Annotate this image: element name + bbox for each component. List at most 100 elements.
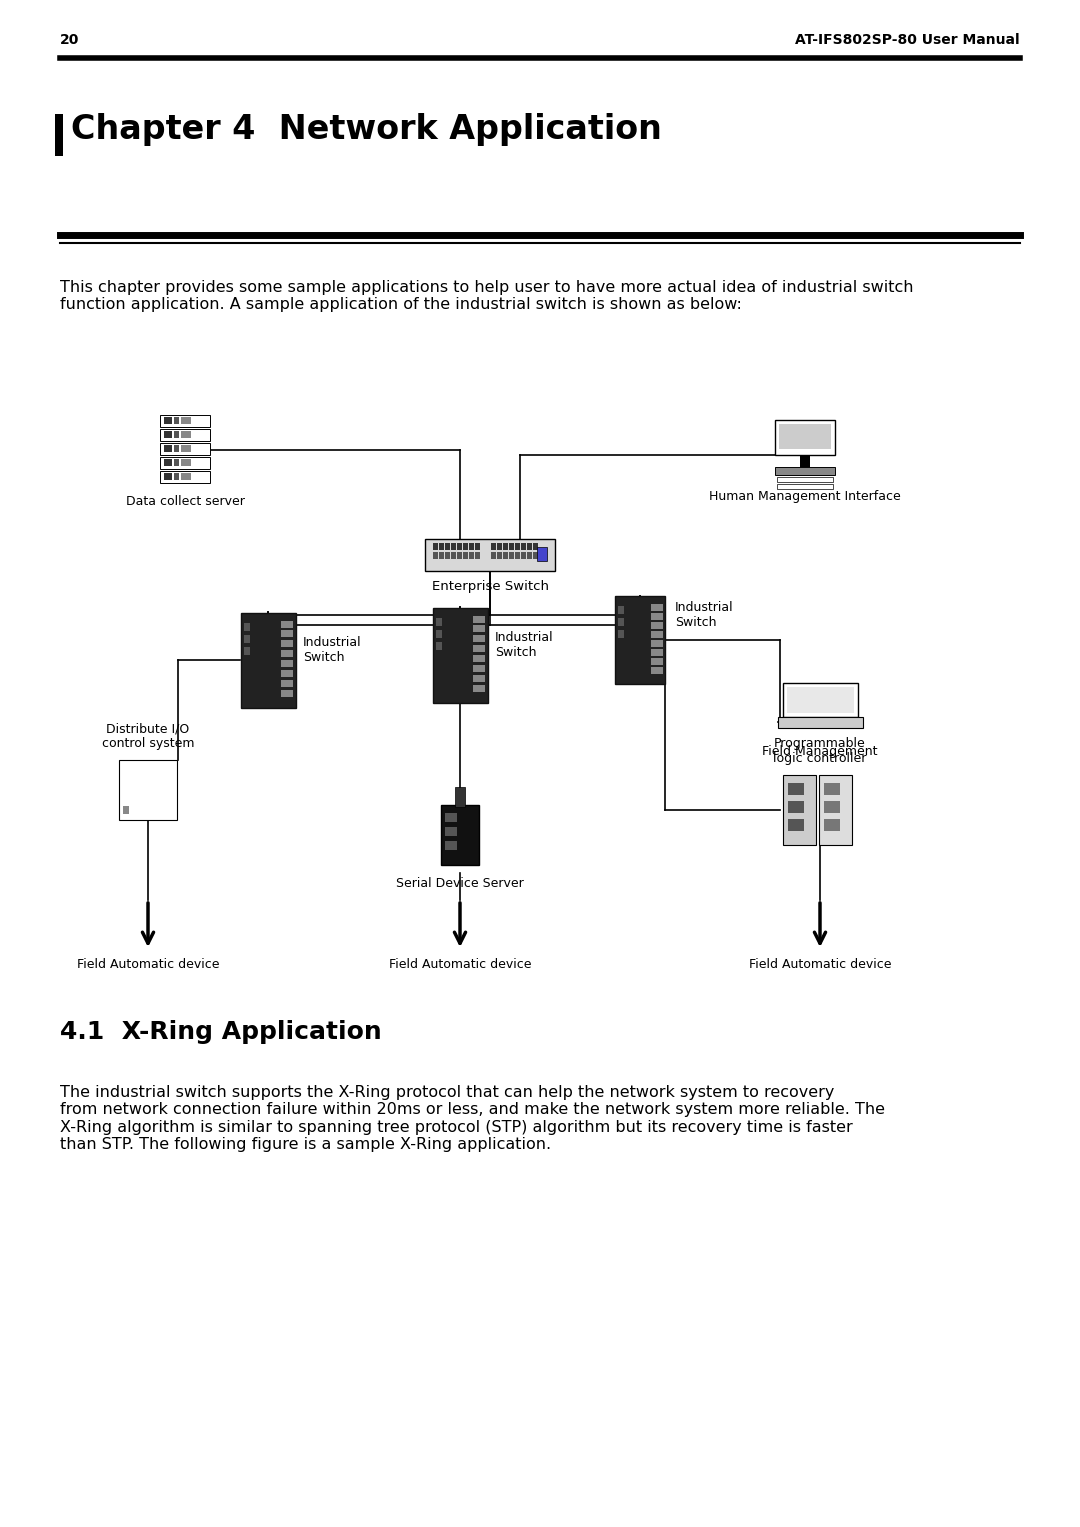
Bar — [473, 615, 485, 623]
Bar — [473, 644, 485, 652]
Text: 4.1  X-Ring Application: 4.1 X-Ring Application — [60, 1020, 381, 1044]
Bar — [503, 544, 508, 550]
Bar — [509, 551, 514, 559]
Bar — [521, 551, 526, 559]
Text: Human Management Interface: Human Management Interface — [710, 490, 901, 502]
Bar — [819, 776, 852, 844]
Bar — [244, 623, 249, 631]
Bar — [473, 675, 485, 683]
Bar — [244, 635, 249, 643]
Bar — [651, 658, 663, 664]
Bar — [618, 618, 624, 626]
Bar — [281, 680, 293, 687]
Bar — [651, 631, 663, 638]
Text: Field Automatic device: Field Automatic device — [77, 957, 219, 971]
Bar — [787, 687, 854, 713]
Text: Programmable
logic controller: Programmable logic controller — [773, 738, 866, 765]
Bar — [160, 429, 210, 441]
Bar — [281, 651, 293, 657]
Bar — [475, 551, 480, 559]
Bar — [281, 640, 293, 647]
Text: AT-IFS802SP-80 User Manual: AT-IFS802SP-80 User Manual — [795, 34, 1020, 47]
Text: Serial Device Server: Serial Device Server — [396, 876, 524, 890]
Bar — [281, 631, 293, 637]
Bar — [438, 544, 444, 550]
Bar — [164, 431, 172, 438]
Bar — [497, 544, 502, 550]
Text: Industrial
Switch: Industrial Switch — [303, 637, 362, 664]
Bar — [618, 606, 624, 614]
Bar — [651, 649, 663, 657]
Bar — [457, 544, 462, 550]
Bar — [491, 544, 496, 550]
Text: Enterprise Switch: Enterprise Switch — [432, 580, 549, 592]
Bar — [473, 655, 485, 663]
Bar — [475, 544, 480, 550]
Bar — [445, 544, 450, 550]
Bar — [174, 417, 179, 425]
Bar — [244, 647, 249, 655]
Bar — [281, 670, 293, 676]
Bar — [281, 660, 293, 667]
Bar — [181, 460, 191, 466]
Bar — [534, 551, 538, 559]
Bar — [777, 476, 833, 483]
Bar — [527, 551, 532, 559]
Bar — [164, 417, 172, 425]
Bar — [515, 544, 519, 550]
Bar — [433, 551, 438, 559]
Bar — [436, 641, 442, 651]
Bar — [451, 551, 456, 559]
Text: Distribute I/O
control system: Distribute I/O control system — [102, 722, 194, 750]
Bar — [164, 444, 172, 452]
Bar — [515, 551, 519, 559]
Bar — [281, 621, 293, 628]
Bar — [445, 841, 457, 851]
Text: Field Automatic device: Field Automatic device — [389, 957, 531, 971]
Bar — [473, 664, 485, 672]
Bar — [181, 444, 191, 452]
Bar — [241, 612, 296, 709]
Text: Field Management: Field Management — [762, 745, 878, 757]
Bar — [473, 686, 485, 692]
Text: Data collect server: Data collect server — [125, 495, 244, 508]
Bar — [473, 635, 485, 641]
Bar — [463, 551, 468, 559]
Bar — [783, 776, 816, 844]
Bar — [778, 718, 863, 728]
Bar — [469, 544, 474, 550]
Text: Chapter 4  Network Application: Chapter 4 Network Application — [71, 113, 662, 147]
Bar — [618, 631, 624, 638]
Bar — [445, 828, 457, 835]
Bar — [473, 625, 485, 632]
Bar — [181, 417, 191, 425]
Bar — [445, 551, 450, 559]
Bar — [521, 544, 526, 550]
Bar — [788, 818, 804, 831]
Bar — [174, 444, 179, 452]
Bar — [651, 621, 663, 629]
Bar — [509, 544, 514, 550]
Bar — [160, 443, 210, 455]
Bar — [463, 544, 468, 550]
Bar — [777, 484, 833, 489]
Bar — [164, 473, 172, 479]
Bar — [537, 547, 546, 560]
Bar — [651, 667, 663, 673]
Bar — [436, 631, 442, 638]
Bar — [164, 460, 172, 466]
Bar — [491, 551, 496, 559]
Bar — [160, 415, 210, 428]
Bar — [824, 818, 840, 831]
Bar — [651, 612, 663, 620]
Text: Field Automatic device: Field Automatic device — [748, 957, 891, 971]
Bar — [436, 618, 442, 626]
Text: Industrial
Switch: Industrial Switch — [675, 602, 733, 629]
Bar — [174, 473, 179, 479]
Bar — [527, 544, 532, 550]
Bar — [281, 690, 293, 696]
Bar — [779, 425, 831, 449]
Bar — [615, 596, 665, 684]
Bar — [534, 544, 538, 550]
Bar — [433, 608, 488, 702]
